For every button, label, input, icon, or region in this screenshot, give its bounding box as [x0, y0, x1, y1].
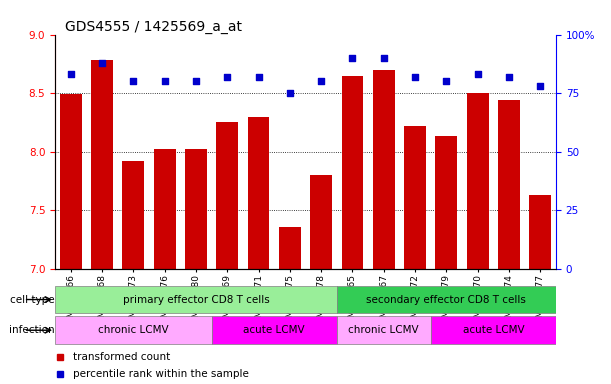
Bar	[55, 286, 337, 313]
Bar	[211, 316, 337, 344]
Point	[97, 60, 107, 66]
Point	[128, 78, 138, 84]
Point	[316, 78, 326, 84]
Bar	[279, 227, 301, 269]
Bar	[310, 175, 332, 269]
Bar	[337, 286, 556, 313]
Bar	[247, 117, 269, 269]
Point	[535, 83, 545, 89]
Point	[379, 55, 389, 61]
Bar	[337, 316, 431, 344]
Text: acute LCMV: acute LCMV	[243, 325, 305, 335]
Text: infection: infection	[9, 325, 55, 335]
Bar	[467, 93, 489, 269]
Bar	[498, 100, 520, 269]
Bar	[122, 161, 144, 269]
Bar	[185, 149, 207, 269]
Text: secondary effector CD8 T cells: secondary effector CD8 T cells	[367, 295, 526, 305]
Point	[348, 55, 357, 61]
Text: cell type: cell type	[10, 295, 55, 305]
Bar	[91, 60, 113, 269]
Text: acute LCMV: acute LCMV	[463, 325, 524, 335]
Bar	[529, 195, 551, 269]
Point	[504, 74, 514, 80]
Text: primary effector CD8 T cells: primary effector CD8 T cells	[123, 295, 269, 305]
Bar	[216, 122, 238, 269]
Bar	[342, 76, 364, 269]
Point	[254, 74, 263, 80]
Text: percentile rank within the sample: percentile rank within the sample	[73, 369, 249, 379]
Text: chronic LCMV: chronic LCMV	[98, 325, 169, 335]
Bar	[55, 316, 211, 344]
Bar	[60, 94, 82, 269]
Point	[66, 71, 76, 78]
Bar	[153, 149, 175, 269]
Text: GDS4555 / 1425569_a_at: GDS4555 / 1425569_a_at	[65, 20, 242, 33]
Text: chronic LCMV: chronic LCMV	[348, 325, 419, 335]
Point	[410, 74, 420, 80]
Point	[473, 71, 483, 78]
Text: transformed count: transformed count	[73, 352, 170, 362]
Point	[442, 78, 452, 84]
Point	[222, 74, 232, 80]
Bar	[404, 126, 426, 269]
Point	[159, 78, 169, 84]
Bar	[373, 70, 395, 269]
Point	[191, 78, 201, 84]
Bar	[436, 136, 458, 269]
Bar	[431, 316, 556, 344]
Point	[285, 90, 295, 96]
